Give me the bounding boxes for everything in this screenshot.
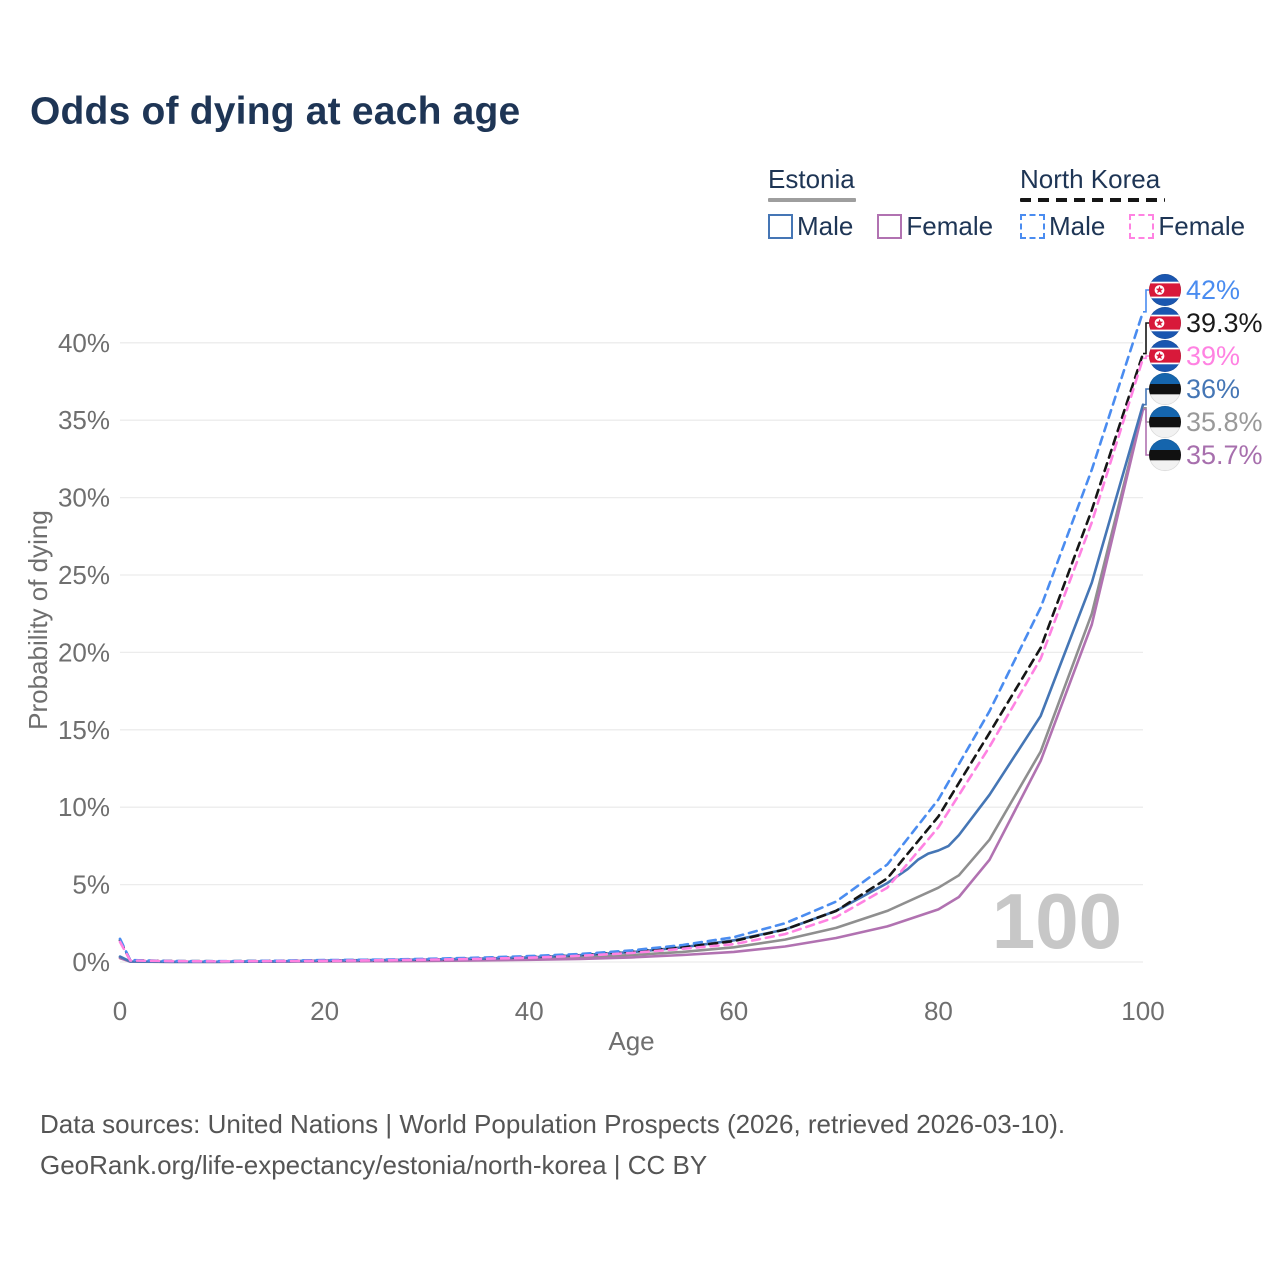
y-axis-title: Probability of dying	[23, 510, 53, 730]
estonia-flag-icon	[1149, 373, 1181, 405]
end-value-label-estonia-both-sexes: 35.8%	[1186, 407, 1263, 437]
leader-line-estonia-male	[1143, 388, 1149, 406]
legend-item-estonia-female-label: Female	[906, 211, 994, 241]
legend-item-north-korea-female[interactable]: Female	[1129, 211, 1245, 242]
y-tick-label: 35%	[58, 405, 110, 435]
legend-item-estonia-male[interactable]: Male	[768, 211, 853, 242]
estonia-flag-icon	[1149, 406, 1181, 438]
end-value-label-estonia-female: 35.7%	[1186, 440, 1263, 470]
legend-country-north-korea[interactable]: North Korea	[1020, 164, 1245, 202]
legend-group-estonia: Estonia Male Female	[768, 164, 993, 242]
legend-country-estonia-label: Estonia	[768, 164, 855, 194]
estonia-solid-line-swatch-icon	[768, 198, 856, 202]
end-value-label-north-korea-both-sexes: 39.3%	[1186, 308, 1263, 338]
series-line-estonia-male[interactable]	[118, 403, 1145, 964]
gridlines	[120, 342, 1143, 963]
leader-lines	[1143, 289, 1149, 456]
x-axis-title: Age	[608, 1026, 654, 1056]
x-tick-label: 0	[113, 996, 127, 1026]
x-tick-label: 80	[924, 996, 953, 1026]
legend-item-north-korea-male-label: Male	[1049, 211, 1106, 241]
end-value-label-north-korea-male: 42%	[1186, 275, 1240, 305]
x-tick-label: 60	[719, 996, 748, 1026]
x-tick-label: 20	[310, 996, 339, 1026]
north-korea-dashed-line-swatch-icon	[1020, 198, 1165, 202]
legend-country-estonia[interactable]: Estonia	[768, 164, 993, 202]
series-line-north-korea-both-sexes[interactable]	[118, 352, 1145, 963]
estonia-female-swatch-icon	[877, 214, 903, 239]
legend-group-north-korea: North Korea Male Female	[1020, 164, 1245, 242]
y-tick-label: 20%	[58, 637, 110, 667]
chart-legend: Estonia Male Female North Korea Male	[0, 164, 1280, 244]
series-line-north-korea-female[interactable]	[118, 357, 1145, 963]
end-value-label-north-korea-female: 39%	[1186, 341, 1240, 371]
north-korea-flag-icon	[1149, 307, 1181, 339]
y-tick-label: 0%	[72, 947, 110, 977]
y-tick-label: 25%	[58, 560, 110, 590]
y-tick-label: 10%	[58, 792, 110, 822]
north-korea-male-swatch-icon	[1020, 214, 1045, 239]
legend-item-north-korea-male[interactable]: Male	[1020, 211, 1105, 242]
y-tick-label: 5%	[72, 870, 110, 900]
north-korea-flag-icon	[1149, 340, 1181, 372]
leader-line-north-korea-female	[1143, 355, 1149, 360]
y-tick-label: 40%	[58, 328, 110, 358]
x-tick-label: 100	[1121, 996, 1164, 1026]
footer: Data sources: United Nations | World Pop…	[40, 1104, 1065, 1186]
north-korea-flag-icon	[1149, 274, 1181, 306]
data-sources-line: Data sources: United Nations | World Pop…	[40, 1109, 1066, 1139]
x-tick-label: 40	[515, 996, 544, 1026]
legend-item-estonia-male-label: Male	[797, 211, 854, 241]
legend-item-estonia-female[interactable]: Female	[877, 211, 993, 242]
leader-line-north-korea-male	[1143, 289, 1149, 313]
estonia-male-swatch-icon	[768, 214, 793, 239]
legend-item-north-korea-female-label: Female	[1158, 211, 1246, 241]
series-line-north-korea-male[interactable]	[118, 310, 1145, 963]
page-title: Odds of dying at each age	[30, 90, 521, 133]
leader-line-estonia-female	[1143, 408, 1149, 456]
age-watermark: 100	[992, 877, 1122, 965]
end-value-label-estonia-male: 36%	[1186, 374, 1240, 404]
axes: 0% 5% 10% 15% 20% 25% 30% 35% 40% 0 20 40 60 80 100 Age…	[23, 328, 1165, 1056]
y-tick-label: 15%	[58, 715, 110, 745]
north-korea-female-swatch-icon	[1129, 214, 1155, 239]
y-tick-label: 30%	[58, 483, 110, 513]
leader-line-north-korea-both-sexes	[1143, 322, 1149, 355]
estonia-flag-icon	[1149, 439, 1181, 471]
attribution-line: GeoRank.org/life-expectancy/estonia/nort…	[40, 1150, 708, 1180]
legend-country-north-korea-label: North Korea	[1020, 164, 1161, 194]
series-line-estonia-female[interactable]	[118, 408, 1145, 964]
series-line-estonia-both-sexes[interactable]	[118, 406, 1145, 964]
